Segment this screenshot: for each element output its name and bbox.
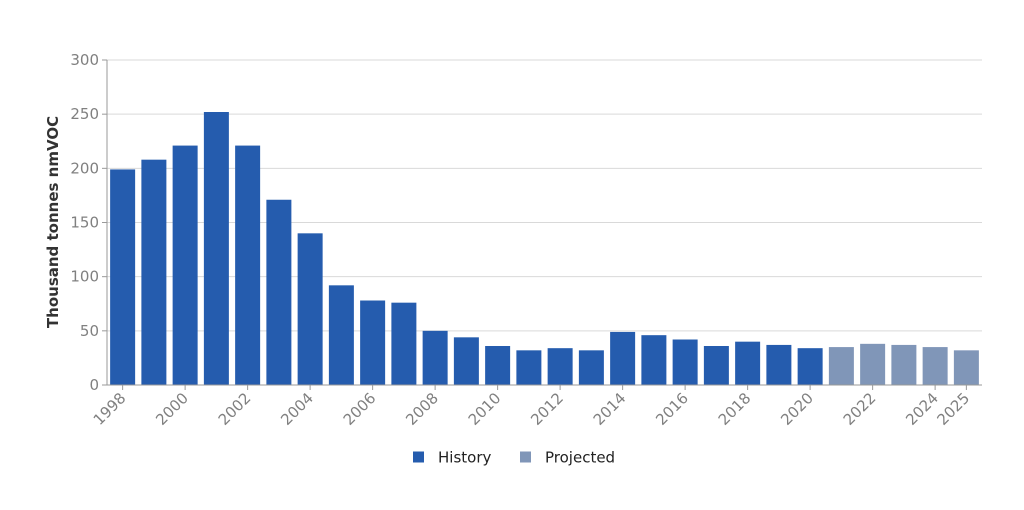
bar-history-2007 <box>391 302 417 385</box>
x-tick-label: 2025 <box>933 389 973 429</box>
bar-history-2010 <box>485 346 511 385</box>
x-tick-label: 2020 <box>777 389 817 429</box>
bar-history-2013 <box>578 350 604 385</box>
bar-history-2016 <box>672 339 698 385</box>
legend-label: History <box>438 449 491 467</box>
bar-history-2014 <box>610 331 636 385</box>
x-tick-label: 2002 <box>215 389 255 429</box>
x-tick-label: 1998 <box>90 389 130 429</box>
bar-history-2019 <box>766 344 792 385</box>
legend-swatch <box>520 451 531 463</box>
bar-history-2008 <box>422 330 448 385</box>
x-tick-label: 2000 <box>152 389 192 429</box>
x-tick-label: 2024 <box>902 389 942 429</box>
bar-history-2012 <box>547 348 573 385</box>
x-tick-label: 2018 <box>715 389 755 429</box>
legend-item-history[interactable]: History <box>413 449 491 467</box>
y-axis-title: Thousand tonnes nmVOC <box>44 116 62 328</box>
bar-history-2017 <box>703 346 729 385</box>
x-tick-label: 2008 <box>402 389 442 429</box>
y-tick-label: 50 <box>80 322 99 340</box>
bar-history-2011 <box>516 350 542 385</box>
legend-item-projected[interactable]: Projected <box>520 449 615 467</box>
bar-history-2006 <box>360 300 386 385</box>
x-tick-label: 2010 <box>465 389 505 429</box>
bar-history-2004 <box>297 233 323 385</box>
bar-history-2020 <box>797 348 823 385</box>
bar-history-2002 <box>235 145 261 385</box>
y-tick-label: 100 <box>70 268 99 286</box>
legend-swatch <box>413 451 424 463</box>
bar-projected-2024 <box>922 347 948 385</box>
y-tick-label: 200 <box>70 159 99 177</box>
x-axis-ticks: 1998 2000 2002 2004 2006 2008 2010 2012 2014 2016… <box>90 385 973 429</box>
bar-history-2005 <box>328 285 354 385</box>
legend: History Projected <box>413 449 615 467</box>
bar-projected-2023 <box>891 344 917 385</box>
bar-history-2018 <box>735 341 761 385</box>
y-tick-label: 300 <box>70 51 99 69</box>
x-tick-label: 2012 <box>527 389 567 429</box>
bar-history-2000 <box>172 145 198 385</box>
bar-history-2001 <box>203 112 229 385</box>
bar-projected-2022 <box>860 343 886 385</box>
bars <box>110 112 979 385</box>
x-tick-label: 2014 <box>590 389 630 429</box>
bar-history-2009 <box>453 337 479 385</box>
x-tick-label: 2006 <box>340 389 380 429</box>
x-tick-label: 2004 <box>277 389 317 429</box>
x-tick-label: 2016 <box>652 389 692 429</box>
bar-history-1998 <box>110 169 136 385</box>
y-tick-label: 0 <box>89 376 99 394</box>
legend-label: Projected <box>545 449 615 467</box>
bar-history-2003 <box>266 199 292 385</box>
y-tick-label: 150 <box>70 214 99 232</box>
bar-projected-2025 <box>953 350 979 385</box>
bar-history-1999 <box>141 159 167 385</box>
bar-projected-2021 <box>828 347 854 385</box>
y-tick-label: 250 <box>70 105 99 123</box>
y-axis-ticks: 0 50 100 150 200 250 300 <box>70 51 107 394</box>
x-tick-label: 2022 <box>840 389 880 429</box>
bar-history-2015 <box>641 335 667 385</box>
